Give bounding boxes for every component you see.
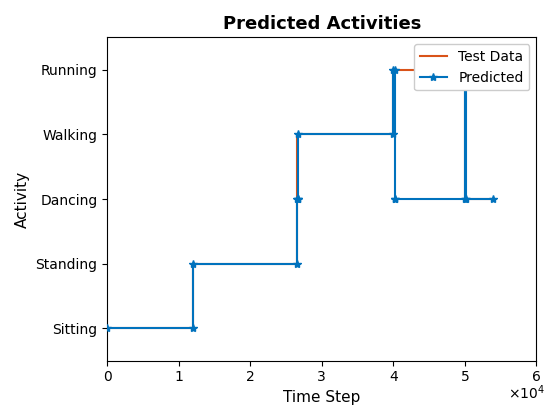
Test Data	[390, 67, 396, 72]
Predicted	[463, 67, 470, 72]
Predicted	[295, 197, 302, 202]
Predicted	[461, 197, 468, 202]
Title: Predicted Activities: Predicted Activities	[223, 15, 421, 33]
Line: Test Data: Test Data	[108, 70, 493, 328]
Test Data	[190, 326, 197, 331]
Test Data	[490, 197, 497, 202]
Test Data	[390, 132, 396, 137]
Test Data	[461, 197, 468, 202]
Predicted	[490, 197, 497, 202]
Text: $\times10^4$: $\times10^4$	[508, 383, 545, 402]
Predicted	[463, 197, 470, 202]
Line: Predicted: Predicted	[103, 66, 498, 333]
Test Data	[293, 261, 300, 266]
Predicted	[390, 132, 396, 137]
Predicted	[391, 67, 398, 72]
Predicted	[293, 261, 300, 266]
Y-axis label: Activity: Activity	[15, 171, 30, 228]
Predicted	[293, 197, 300, 202]
Test Data	[293, 132, 300, 137]
Predicted	[190, 261, 197, 266]
Predicted	[104, 326, 111, 331]
Predicted	[391, 197, 398, 202]
Test Data	[190, 261, 197, 266]
Predicted	[390, 67, 396, 72]
Test Data	[461, 67, 468, 72]
Test Data	[104, 326, 111, 331]
Predicted	[461, 67, 468, 72]
Legend: Test Data, Predicted: Test Data, Predicted	[414, 44, 529, 90]
Predicted	[295, 132, 302, 137]
Predicted	[190, 326, 197, 331]
X-axis label: Time Step: Time Step	[283, 390, 361, 405]
